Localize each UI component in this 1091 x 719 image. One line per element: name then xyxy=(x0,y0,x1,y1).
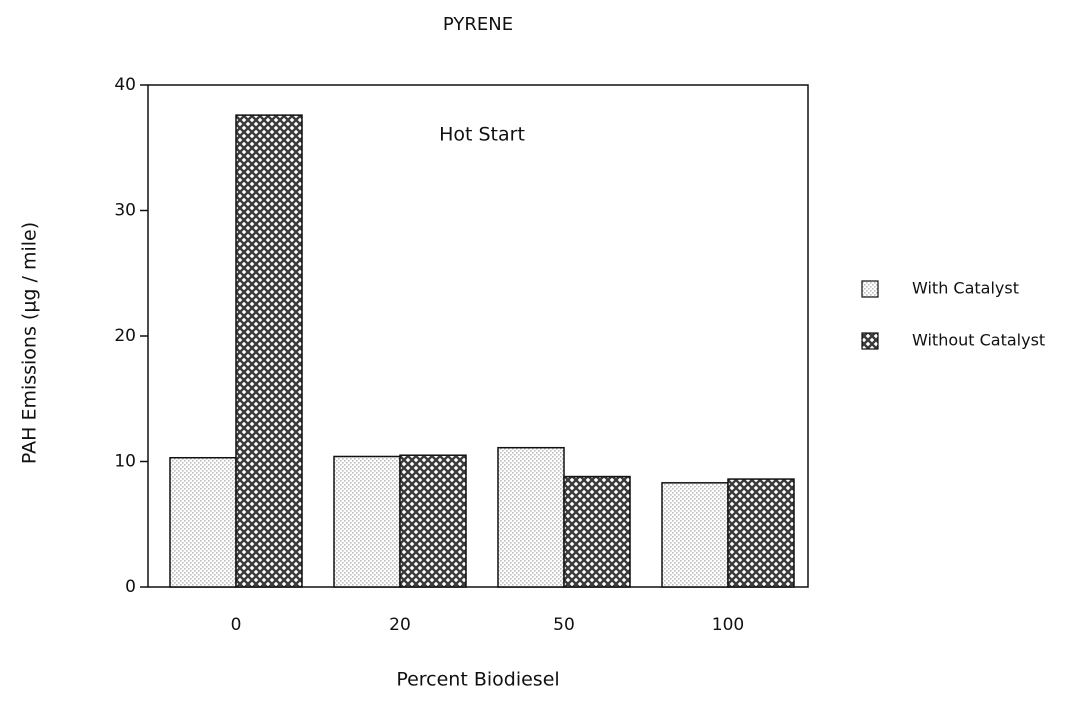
legend-label: Without Catalyst xyxy=(912,331,1045,350)
legend-label: With Catalyst xyxy=(912,279,1019,298)
y-tick-label: 0 xyxy=(125,577,136,597)
chart-title: PYRENE xyxy=(443,14,513,35)
y-tick-label: 40 xyxy=(114,75,136,95)
legend-swatch xyxy=(861,332,879,350)
legend-swatch xyxy=(861,280,879,298)
bar xyxy=(333,455,401,588)
annotation: Hot Start xyxy=(439,124,525,146)
y-tick-label: 30 xyxy=(114,201,136,221)
bar xyxy=(563,475,631,588)
bar xyxy=(235,114,303,588)
x-tick-label: 0 xyxy=(231,615,242,635)
y-axis-label: PAH Emissions (µg / mile) xyxy=(19,222,41,464)
y-tick-label: 10 xyxy=(114,452,136,472)
x-tick-label: 20 xyxy=(389,615,411,635)
x-axis-label: Percent Biodiesel xyxy=(396,669,559,691)
x-tick-label: 100 xyxy=(712,615,744,635)
bar xyxy=(661,482,729,588)
bar xyxy=(169,456,237,588)
x-tick-label: 50 xyxy=(553,615,575,635)
bar xyxy=(497,446,565,588)
bar xyxy=(727,478,795,588)
bar xyxy=(399,454,467,588)
y-tick-label: 20 xyxy=(114,326,136,346)
